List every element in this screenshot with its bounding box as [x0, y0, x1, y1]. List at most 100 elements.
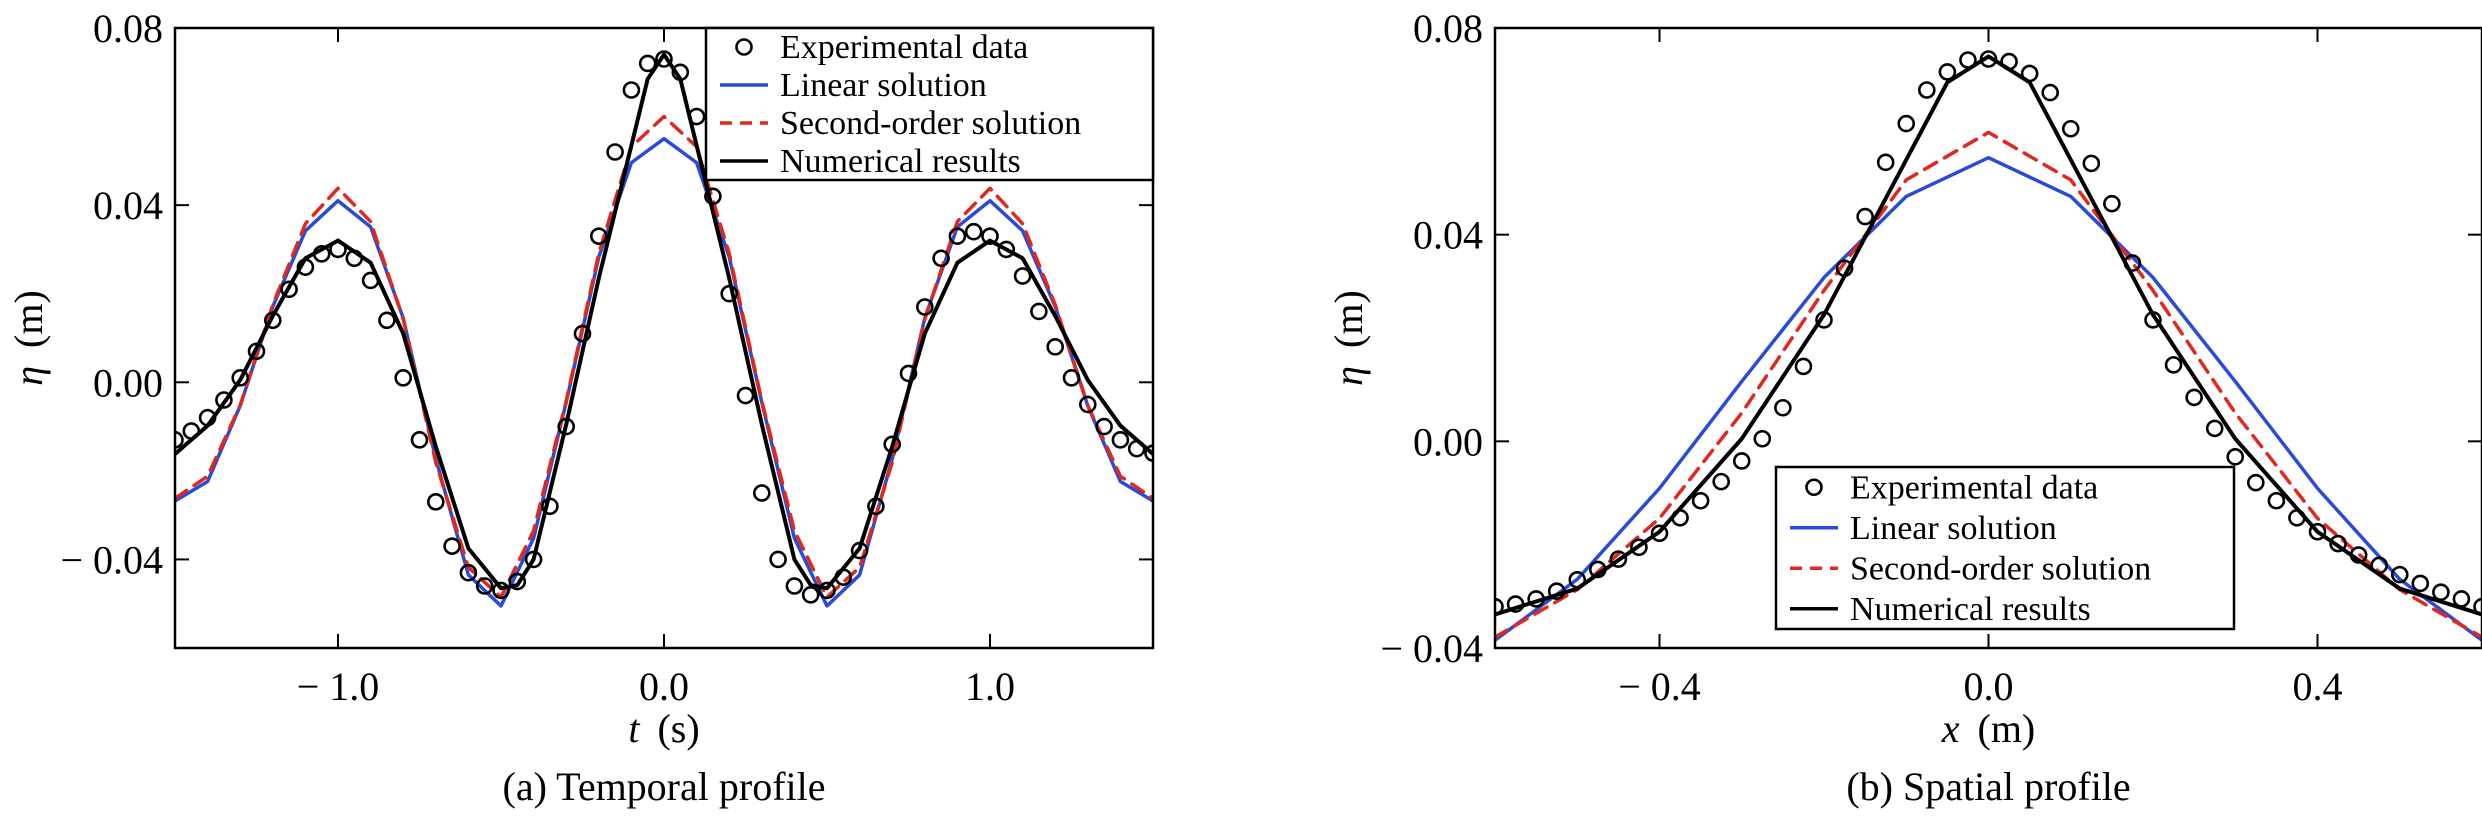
data-point: [492, 581, 510, 600]
data-point: [1062, 369, 1081, 387]
data-point: [948, 227, 967, 245]
data-point: [1774, 398, 1792, 417]
y-axis-label: η (m): [6, 290, 51, 386]
data-point: [2411, 574, 2430, 593]
data-point: [182, 422, 201, 440]
data-point: [2226, 448, 2245, 466]
data-point: [475, 577, 494, 595]
data-point: [736, 386, 755, 405]
data-point: [1095, 417, 1113, 436]
legend-entry: Linear solution: [780, 67, 987, 104]
y-tick-label: 0.04: [93, 183, 163, 228]
data-point: [1630, 538, 1648, 557]
data-point: [1609, 550, 1628, 568]
data-point: [671, 63, 690, 82]
data-point: [198, 408, 217, 427]
series-line-second-order-solution: [175, 114, 1153, 599]
data-point: [2020, 64, 2039, 83]
data-point: [655, 50, 673, 68]
data-point: [1127, 439, 1146, 458]
data-point: [964, 222, 983, 241]
data-point: [2041, 83, 2059, 102]
data-point: [394, 369, 413, 387]
legend-entry: Second-order solution: [1850, 550, 2151, 587]
legend-entry: Numerical results: [780, 143, 1021, 180]
data-point: [443, 537, 461, 555]
data-point: [2452, 590, 2471, 608]
data-point: [1753, 429, 1772, 448]
data-point: [1495, 597, 1504, 616]
data-point: [2288, 508, 2306, 527]
data-point: [850, 541, 869, 560]
x-axis-label: x (m): [1941, 706, 2036, 751]
y-tick-label: 0.04: [1413, 213, 1483, 258]
data-point: [1794, 357, 1813, 376]
data-point: [1506, 595, 1525, 613]
data-point: [524, 550, 543, 569]
x-tick-label: 0.0: [1964, 664, 2014, 709]
legend-entry: Experimental data: [780, 29, 1028, 66]
data-point: [557, 417, 576, 436]
plot-area: [1495, 50, 2482, 642]
legend-box: [704, 26, 1155, 182]
series-line-second-order-solution: [1495, 130, 2482, 639]
data-point: [2123, 254, 2142, 272]
y-axis-label: η (m): [1326, 290, 1371, 386]
data-point: [426, 493, 445, 511]
data-point: [2329, 534, 2347, 553]
x-tick-label: − 1.0: [297, 664, 380, 709]
plot-area: [175, 50, 1153, 608]
data-point: [2432, 583, 2450, 602]
data-point: [818, 581, 836, 600]
data-point: [541, 497, 559, 516]
data-point: [2247, 473, 2265, 492]
data-point: [410, 431, 429, 449]
data-point: [981, 227, 999, 245]
data-point: [606, 143, 624, 161]
data-point: [834, 568, 853, 586]
data-point: [361, 271, 380, 290]
data-point: [175, 431, 184, 449]
data-point: [573, 324, 592, 343]
data-point: [1079, 395, 1097, 414]
data-point: [1938, 63, 1957, 81]
data-point: [1712, 472, 1730, 491]
data-point: [1046, 338, 1064, 356]
data-point: [638, 54, 657, 73]
data-point: [1589, 560, 1607, 579]
data-point: [1918, 81, 1936, 99]
data-point: [1979, 50, 1998, 68]
legend-entry: Numerical results: [1850, 591, 2091, 628]
data-point: [280, 280, 298, 299]
data-point: [459, 563, 478, 582]
data-point: [1959, 51, 1977, 69]
data-point: [720, 284, 739, 303]
y-tick-label: − 0.04: [60, 537, 163, 582]
y-tick-label: − 0.04: [1380, 626, 1483, 671]
data-point: [1527, 590, 1545, 608]
legend-box: [1774, 465, 2236, 631]
legend-entry: Experimental data: [1850, 469, 2098, 506]
data-point: [263, 311, 282, 330]
y-tick-label: 0.00: [1413, 419, 1483, 464]
data-point: [1856, 207, 1874, 226]
legend-marker-circle: [1805, 478, 1823, 497]
data-point: [2473, 597, 2482, 616]
panel-caption: (b) Spatial profile: [1846, 764, 2130, 809]
data-point: [2061, 119, 2080, 138]
data-point: [1030, 302, 1048, 321]
data-point: [801, 586, 820, 604]
data-point: [2267, 491, 2286, 510]
data-point: [687, 107, 706, 126]
series-line-numerical-results: [1495, 54, 2482, 617]
series-line-numerical-results: [175, 52, 1153, 591]
data-point: [2308, 522, 2327, 541]
y-tick-label: 0.08: [93, 6, 163, 51]
data-point: [883, 435, 902, 454]
data-point: [589, 227, 608, 245]
data-point: [2205, 419, 2224, 438]
data-point: [1111, 431, 1130, 449]
